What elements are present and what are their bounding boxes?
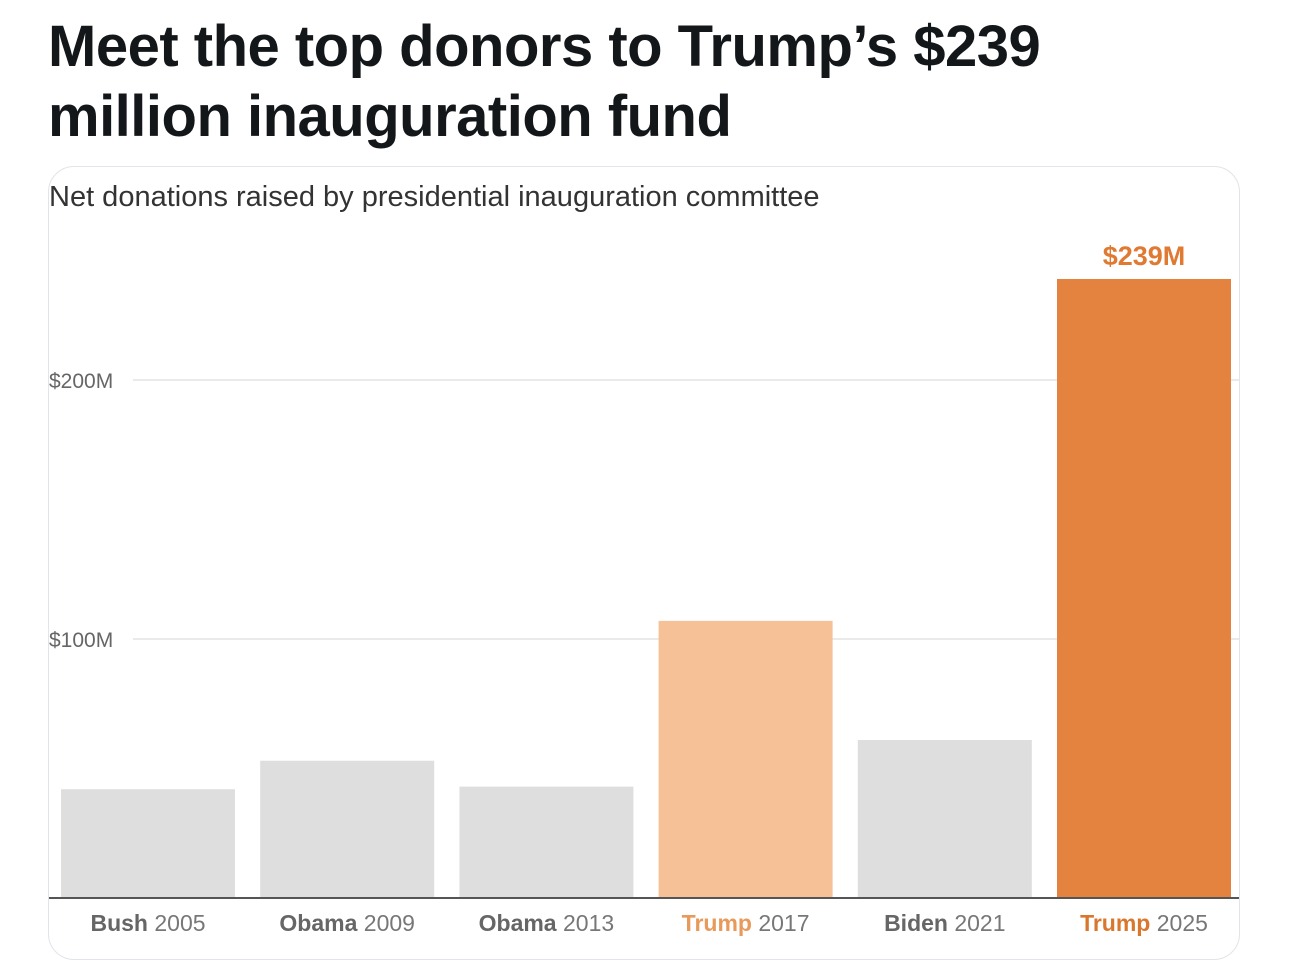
category-name: Biden (884, 910, 948, 936)
category-name: Bush (90, 910, 148, 936)
chart-card: Net donations raised by presidential ina… (48, 166, 1240, 960)
value-label: $239M (1103, 241, 1186, 271)
category-label: Biden 2021 (884, 910, 1005, 936)
category-year: 2009 (357, 910, 415, 936)
bar-obama-2009 (260, 760, 435, 898)
category-year: 2017 (752, 910, 810, 936)
category-year: 2025 (1150, 910, 1208, 936)
category-year: 2021 (948, 910, 1006, 936)
category-name: Trump (1080, 910, 1150, 936)
category-name: Trump (682, 910, 752, 936)
category-name: Obama (479, 910, 557, 936)
category-year: 2013 (557, 910, 615, 936)
category-label: Trump 2025 (1080, 910, 1208, 936)
y-tick-label: $200M (49, 370, 113, 393)
category-label: Trump 2017 (682, 910, 810, 936)
bar-trump-2017 (658, 620, 833, 898)
category-label: Obama 2013 (479, 910, 615, 936)
category-label: Bush 2005 (90, 910, 205, 936)
category-year: 2005 (148, 910, 206, 936)
headline: Meet the top donors to Trump’s $239 mill… (48, 14, 1041, 149)
bar-obama-2013 (459, 786, 634, 898)
y-tick-label: $100M (49, 629, 113, 652)
category-name: Obama (279, 910, 357, 936)
chart-subtitle: Net donations raised by presidential ina… (49, 181, 820, 213)
category-label: Obama 2009 (279, 910, 415, 936)
bar-biden-2021 (857, 740, 1032, 898)
bar-trump-2025 (1057, 278, 1231, 898)
bar-bush-2005 (61, 789, 235, 898)
